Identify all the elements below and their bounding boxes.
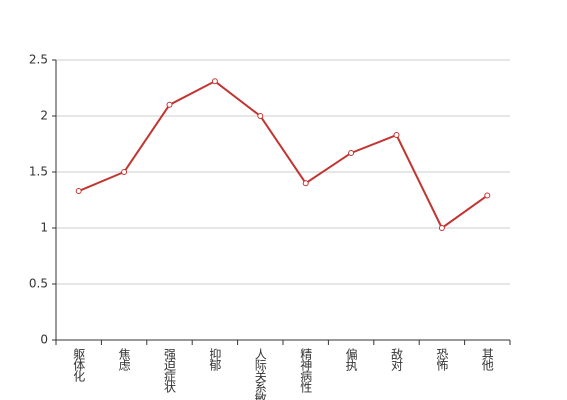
- x-tick-label: 强迫症状: [163, 348, 177, 393]
- point: [166, 101, 173, 108]
- x-tick-label: 焦虑: [117, 348, 131, 371]
- point: [438, 225, 445, 231]
- point: [484, 192, 491, 199]
- point: [393, 132, 400, 139]
- y-tick-label: 1: [40, 221, 48, 235]
- point: [211, 78, 218, 85]
- y-tick-label: 1.5: [29, 165, 48, 179]
- x-tick-label: 敌对: [390, 347, 404, 371]
- y-tick-label: 2: [40, 109, 48, 123]
- x-tick-label: 躯体化: [72, 347, 86, 383]
- y-tick-label: 0: [40, 333, 48, 347]
- point: [257, 113, 264, 119]
- y-tick-label: 0.5: [29, 277, 48, 291]
- x-tick-label: 精神病性: [299, 348, 313, 394]
- y-tick-label: 2.5: [29, 53, 48, 67]
- x-tick-label: 偏执: [344, 347, 358, 372]
- line: [78, 80, 488, 230]
- point: [302, 180, 309, 187]
- x-tick-label: 恐怖: [435, 348, 449, 371]
- x-tick-label: 人际关系敏感: [253, 348, 267, 400]
- point: [348, 149, 355, 156]
- point: [75, 188, 82, 195]
- point: [121, 169, 128, 175]
- x-tick-label: 其他: [480, 348, 494, 371]
- x-tick-label: 抑郁: [208, 347, 222, 372]
